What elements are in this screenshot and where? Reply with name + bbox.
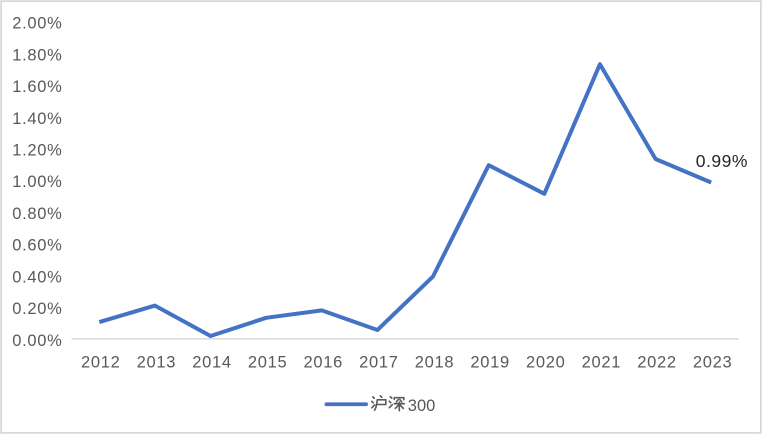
svg-text:2023: 2023 [693,353,733,371]
svg-text:2012: 2012 [81,353,121,371]
svg-text:2014: 2014 [192,353,232,371]
svg-text:0.80%: 0.80% [12,205,62,223]
svg-text:2019: 2019 [470,353,510,371]
svg-text:2016: 2016 [304,353,344,371]
svg-text:1.80%: 1.80% [12,46,62,64]
svg-text:2015: 2015 [248,353,288,371]
svg-text:0.99%: 0.99% [696,151,748,171]
svg-text:1.20%: 1.20% [12,142,62,160]
svg-text:1.60%: 1.60% [12,78,62,96]
svg-text:2013: 2013 [137,353,177,371]
svg-text:0.40%: 0.40% [12,268,62,286]
svg-text:0.60%: 0.60% [12,237,62,255]
svg-text:0.20%: 0.20% [12,300,62,318]
svg-text:2.00%: 2.00% [12,15,62,33]
svg-text:1.40%: 1.40% [12,110,62,128]
svg-text:2020: 2020 [526,353,566,371]
svg-text:2018: 2018 [415,353,455,371]
svg-text:300: 300 [408,397,436,415]
svg-text:2022: 2022 [637,353,677,371]
svg-text:2017: 2017 [359,353,399,371]
svg-text:0.00%: 0.00% [12,332,62,350]
svg-text:2021: 2021 [582,353,622,371]
svg-text:1.00%: 1.00% [12,173,62,191]
